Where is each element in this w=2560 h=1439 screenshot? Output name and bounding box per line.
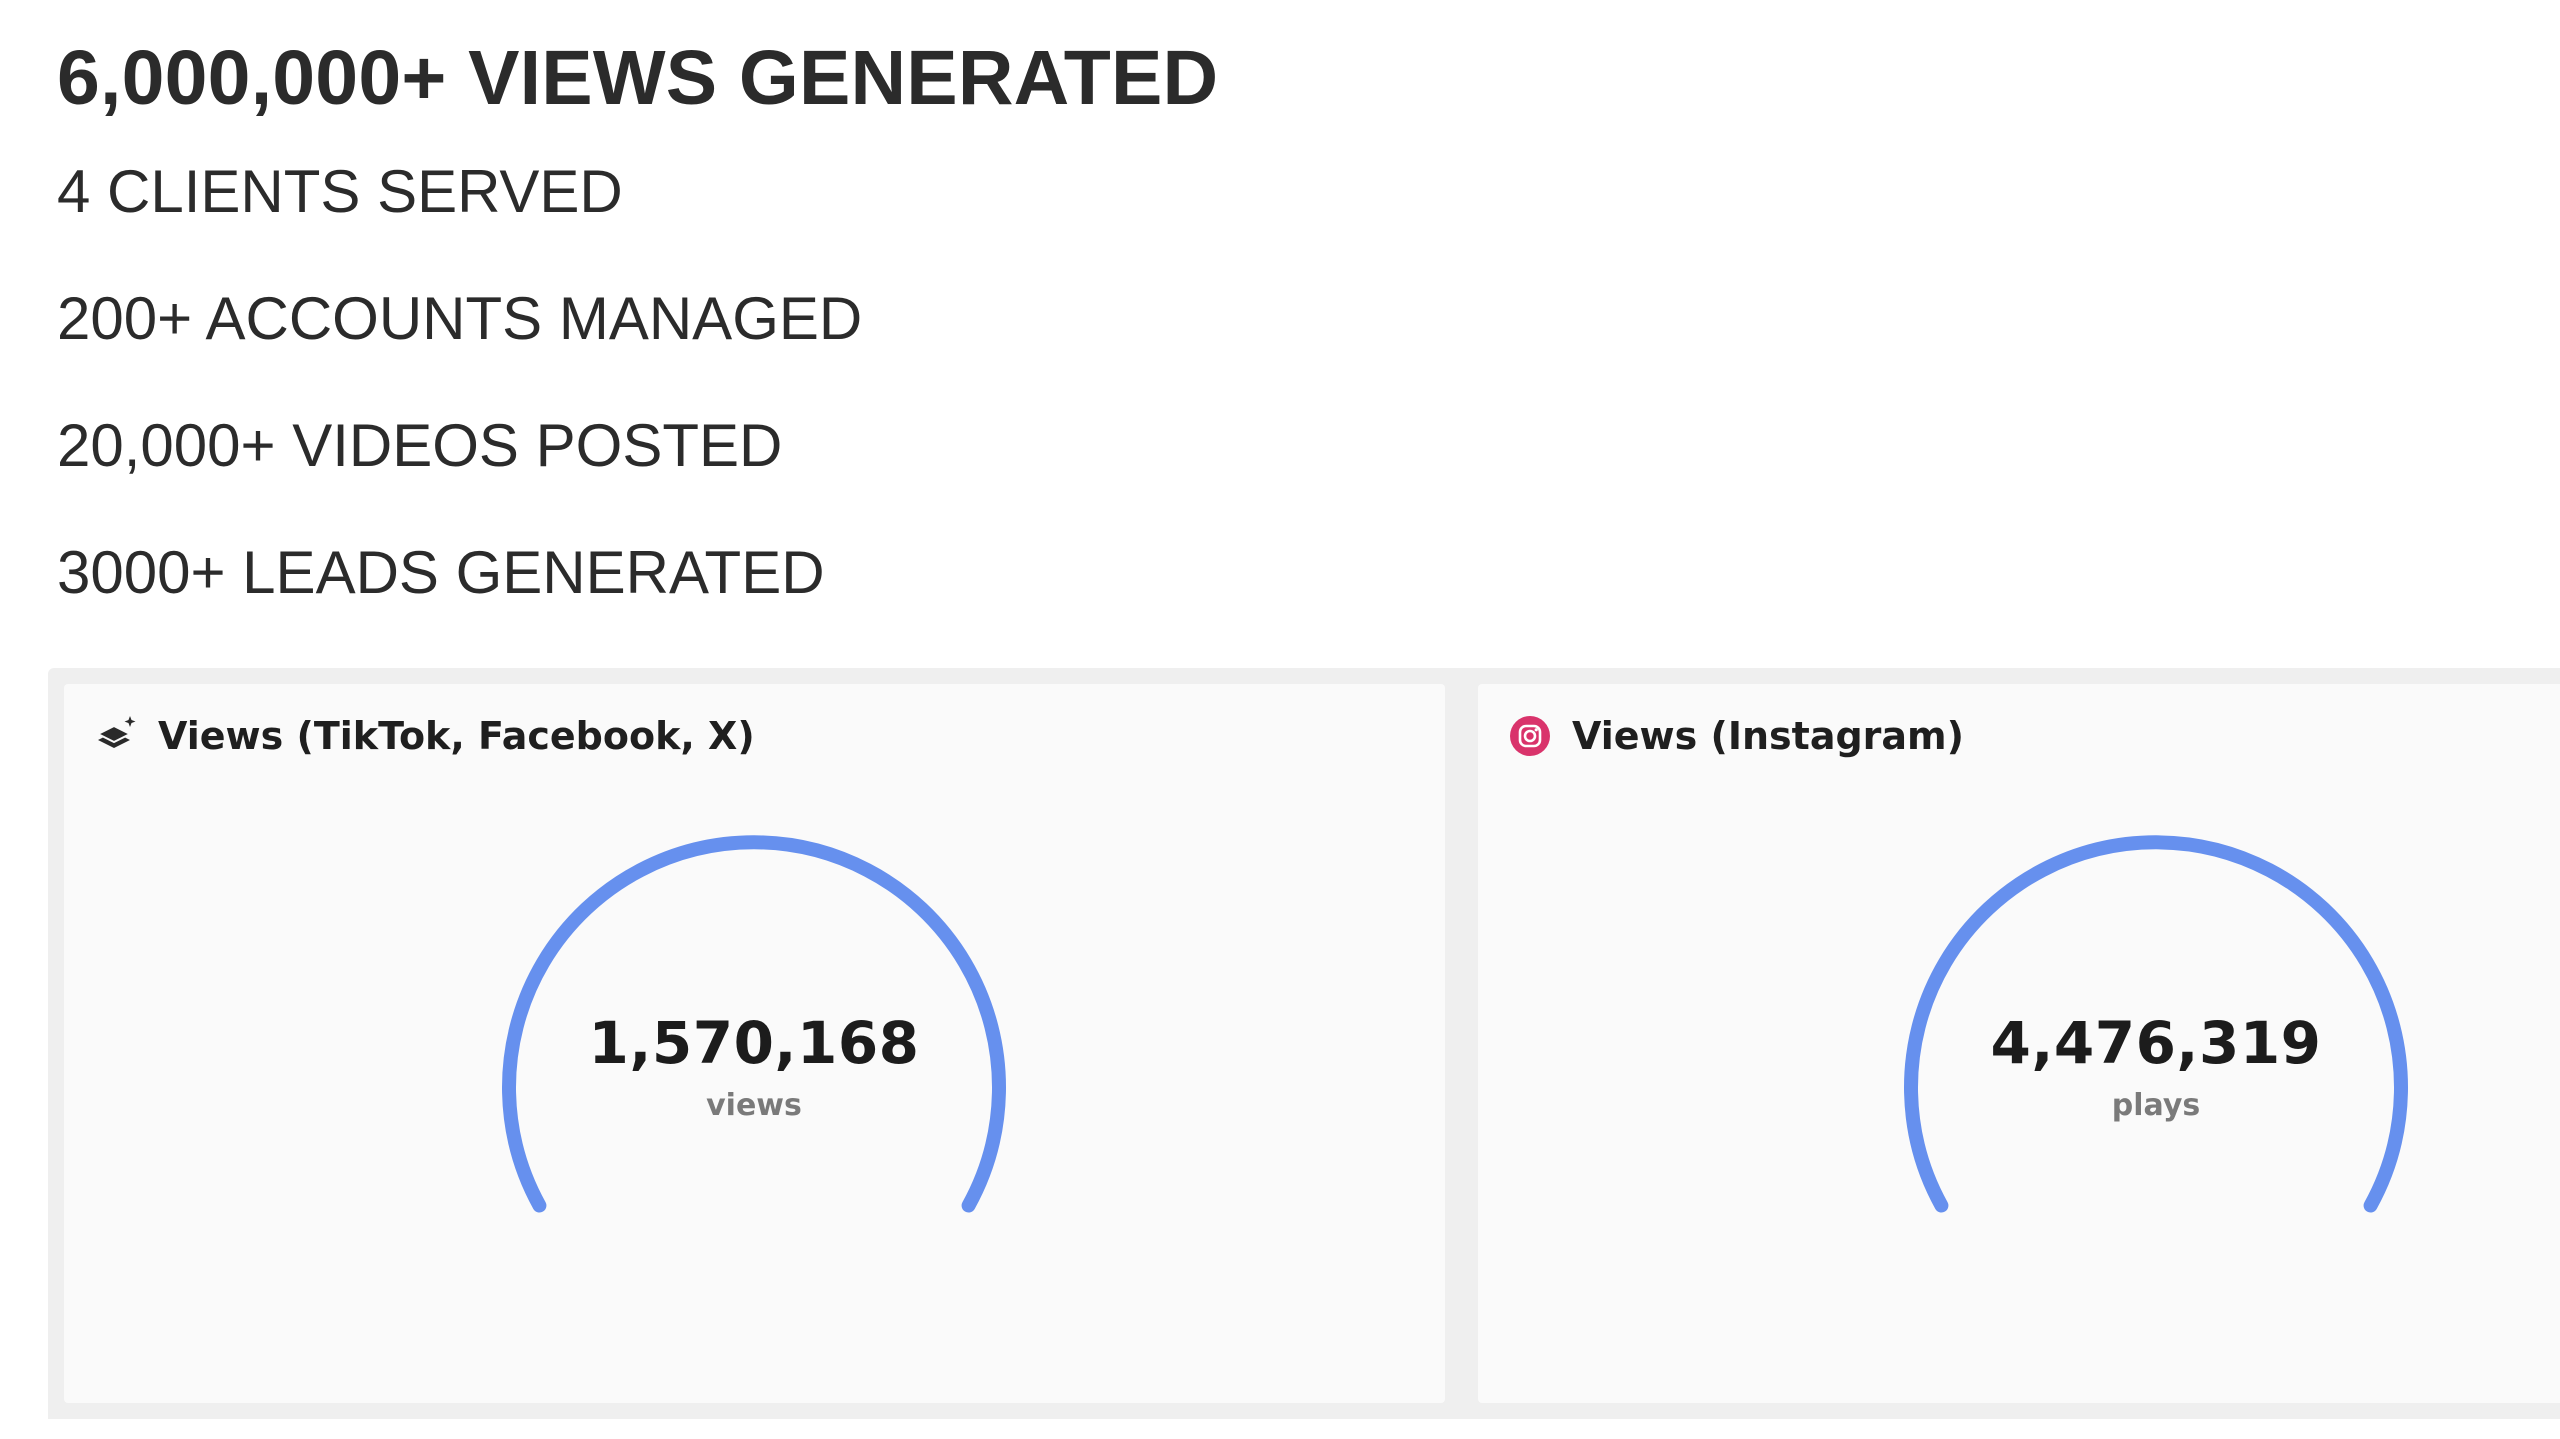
widget-views-tiktok-facebook-x[interactable]: Views (TikTok, Facebook, X) 1,570,168 vi… xyxy=(64,684,1445,1403)
stats-list: 6,000,000+ VIEWS GENERATED 4 CLIENTS SER… xyxy=(57,30,1218,609)
gauge-arc-path xyxy=(1904,835,2408,1213)
stat-accounts-managed: 200+ ACCOUNTS MANAGED xyxy=(57,285,863,352)
gauge-arc-path xyxy=(502,835,1006,1213)
instagram-icon xyxy=(1508,714,1552,758)
gauge: 4,476,319 plays xyxy=(1886,832,2426,1252)
widget-header: Views (Instagram) xyxy=(1508,714,1964,758)
gauge-arc xyxy=(502,835,1006,1213)
gauge-unit: plays xyxy=(2111,1088,2201,1123)
widget-title: Views (TikTok, Facebook, X) xyxy=(158,714,755,758)
gauge-arc xyxy=(1904,835,2408,1213)
gauge: 1,570,168 views xyxy=(484,832,1024,1252)
gauge-value: 4,476,319 xyxy=(1990,1009,2322,1077)
widgets-panel: Views (TikTok, Facebook, X) 1,570,168 vi… xyxy=(48,668,2560,1419)
stat-clients-served: 4 CLIENTS SERVED xyxy=(57,158,623,225)
widget-views-instagram[interactable]: Views (Instagram) 4,476,319 plays xyxy=(1478,684,2560,1403)
widget-header: Views (TikTok, Facebook, X) xyxy=(94,714,755,758)
layers-sparkle-icon xyxy=(94,714,138,758)
widget-title: Views (Instagram) xyxy=(1572,714,1965,758)
gauge-value: 1,570,168 xyxy=(588,1009,920,1077)
stat-leads-generated: 3000+ LEADS GENERATED xyxy=(57,539,825,606)
gauge-unit: views xyxy=(706,1088,802,1123)
stat-videos-posted: 20,000+ VIDEOS POSTED xyxy=(57,412,783,479)
stat-views-generated: 6,000,000+ VIEWS GENERATED xyxy=(57,35,1219,121)
